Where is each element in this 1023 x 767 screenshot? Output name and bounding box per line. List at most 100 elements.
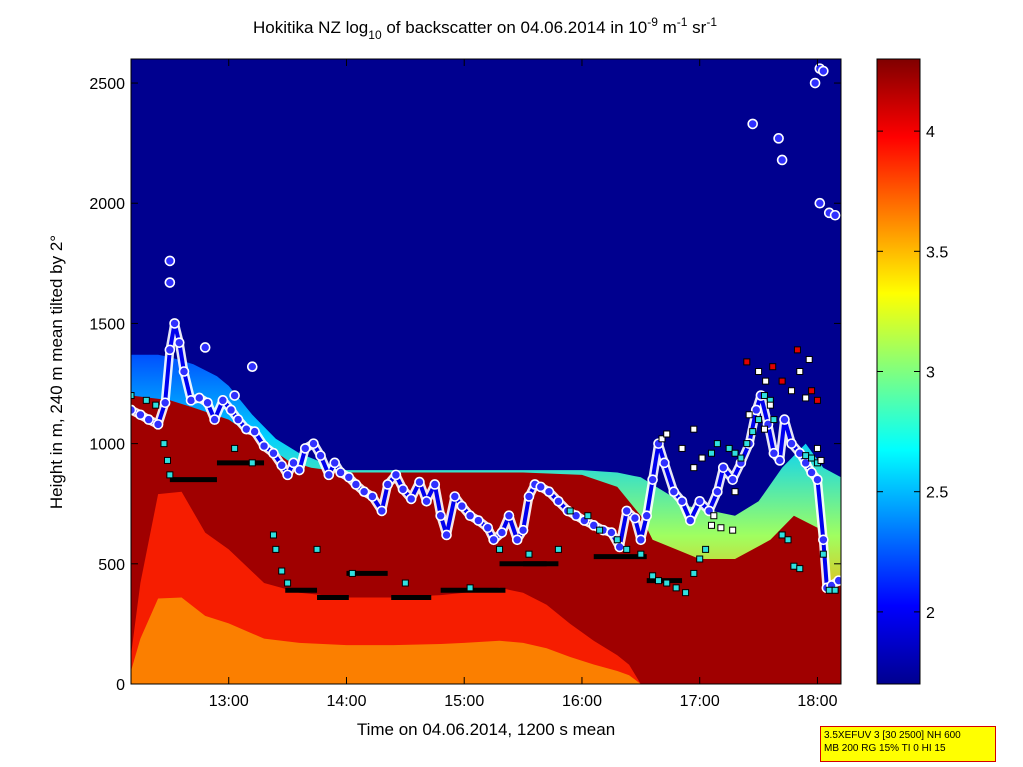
data-marks (131, 63, 841, 600)
boundary-layer-point (768, 447, 780, 459)
boundary-layer-point (523, 491, 535, 502)
boundary-layer-point (229, 390, 240, 401)
boundary-layer-point (511, 534, 523, 546)
boundary-layer-point (818, 534, 829, 546)
y-tick-label: 2500 (89, 76, 125, 93)
cloud-base-secondary-point (698, 454, 706, 462)
colorbar-axis: 2 2.5 3 3.5 4 (877, 124, 948, 622)
boundary-layer-point (350, 479, 362, 490)
boundary-layer-point (818, 65, 829, 77)
boundary-layer-point (258, 440, 270, 452)
boundary-layer-point (268, 447, 279, 459)
cloud-base-high-point (778, 377, 786, 385)
cloud-base-secondary-point (766, 401, 774, 409)
boundary-layer-point (570, 510, 582, 522)
boundary-layer-point (323, 469, 335, 481)
cloud-base-point (160, 440, 168, 448)
cloud-base-point (743, 440, 751, 448)
cloud-base-point (278, 567, 286, 575)
boundary-layer-point (814, 197, 826, 209)
boundary-layer-point (503, 510, 515, 522)
boundary-layer-point (217, 395, 229, 406)
boundary-layer-point (812, 474, 823, 485)
cloud-base-high-point (813, 396, 821, 404)
boundary-layer-point (397, 483, 409, 495)
cloud-base-point (713, 440, 721, 448)
x-tick-label: 14:00 (326, 693, 366, 710)
cloud-base-point (166, 471, 174, 479)
boundary-layer-point (131, 404, 137, 416)
y-tick-label: 2000 (89, 196, 125, 213)
boundary-layer-point (774, 455, 786, 466)
colorbar (876, 58, 921, 685)
cloud-base-secondary-point (813, 444, 821, 452)
boundary-layer-point (488, 534, 499, 546)
y-tick-label: 1500 (89, 316, 125, 333)
boundary-layer-point (750, 404, 762, 416)
y-tick-label: 500 (98, 557, 125, 574)
boundary-layer-point (405, 493, 417, 505)
cloud-base-point (284, 579, 292, 587)
boundary-layer-point (164, 344, 176, 356)
boundary-layer-point (376, 505, 388, 517)
boundary-layer-point (173, 337, 185, 348)
cloud-base-secondary-point (805, 355, 813, 363)
boundary-layer-point (473, 515, 484, 526)
colorbar-tick-label: 2.5 (926, 485, 948, 502)
boundary-layer-point (684, 515, 696, 526)
boundary-layer-point (717, 462, 729, 473)
boundary-layer-point (588, 520, 600, 531)
surface-layer-core (131, 597, 641, 684)
y-axis-label: Height in m, 240 m mean tilted by 2° (47, 235, 66, 509)
cloud-base-point (623, 545, 631, 553)
boundary-layer-point (776, 154, 788, 166)
colorbar-tick-label: 4 (926, 124, 935, 141)
boundary-layer-point (779, 414, 790, 425)
cloud-base-point (796, 565, 804, 573)
boundary-layer-point (747, 118, 758, 130)
cloud-base-high-point (808, 387, 816, 395)
boundary-layer-point (482, 522, 494, 534)
boundary-layer-point (315, 450, 326, 461)
cloud-base-point (566, 507, 574, 515)
x-tick-label: 16:00 (562, 693, 602, 710)
x-axis: 13:00 14:00 15:00 16:00 17:00 18:00 (209, 59, 838, 710)
boundary-layer-point (712, 486, 723, 497)
boundary-layer-point (164, 277, 176, 288)
cloud-base-secondary-point (710, 512, 718, 520)
boundary-layer-point (143, 414, 154, 425)
cloud-base-secondary-point (755, 368, 763, 375)
cloud-base-secondary-point (817, 456, 825, 464)
cloud-base-point (696, 555, 704, 563)
boundary-layer-point (464, 510, 476, 522)
info-line-2: MB 200 RG 15% TI 0 HI 15 (824, 743, 946, 754)
cloud-base-point (831, 586, 839, 594)
boundary-layer-point (727, 474, 738, 485)
boundary-layer-point (441, 529, 452, 541)
boundary-layer-point (435, 510, 446, 522)
boundary-layer-point (606, 527, 617, 538)
boundary-layer-point (164, 255, 176, 267)
cloud-base-point (755, 416, 763, 424)
cloud-base-secondary-point (707, 521, 715, 529)
boundary-layer-point (676, 496, 688, 507)
boundary-layer-point (496, 527, 508, 538)
boundary-layer-point (668, 486, 680, 497)
boundary-layer-point (329, 457, 340, 469)
cloud-base-point (819, 550, 827, 558)
boundary-layer-point (294, 464, 305, 476)
cloud-base-point (731, 449, 739, 457)
colorbar-tick-label: 3.5 (926, 244, 948, 261)
x-axis-label: Time on 04.06.2014, 1200 s mean (357, 720, 615, 739)
colorbar-tick-label: 2 (926, 605, 935, 622)
boundary-layer-point (806, 467, 817, 478)
cloud-base-point (164, 456, 172, 464)
cloud-base-secondary-point (690, 425, 698, 433)
cloud-base-point (770, 416, 778, 424)
cloud-base-point (466, 584, 474, 592)
boundary-layer-point (421, 496, 432, 507)
boundary-layer-point (276, 459, 288, 471)
cloud-base-point (737, 454, 745, 462)
cloud-base-secondary-point (690, 464, 698, 472)
